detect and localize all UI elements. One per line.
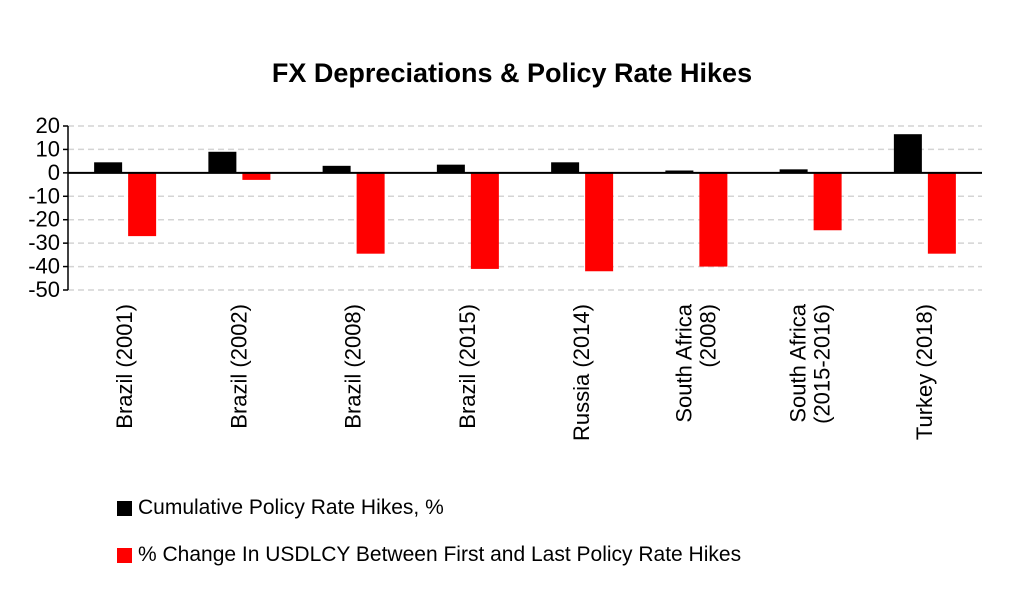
x-category-label-line: (2008) [695,304,720,368]
legend-swatch-black [117,500,132,516]
bar-policy-rate-hike [551,162,580,173]
legend-item-usdlcy-change: % Change In USDLCY Between First and Las… [117,543,741,567]
bars [94,134,956,272]
y-tick-label: -40 [28,254,60,279]
bar-policy-rate-hike [322,165,351,173]
x-category-label-line: Turkey (2018) [912,304,937,440]
legend-label: Cumulative Policy Rate Hikes, % [138,496,444,519]
legend-swatch-red [117,547,132,563]
x-category-label-line: Brazil (2008) [341,304,366,429]
x-category-label: South Africa (2008) [671,303,720,422]
x-category-label: Brazil (2015) [455,304,480,429]
bar-policy-rate-hike [208,151,237,173]
y-tick-label: -20 [28,207,60,232]
x-category-label-line: South Africa [671,303,696,422]
bar-policy-rate-hike [893,134,922,173]
bar-usdlcy-change [128,172,157,237]
x-category-label-line: (2015-2016) [810,304,835,424]
y-tick-label: -10 [28,183,60,208]
x-category-label: Brazil (2002) [226,304,251,429]
x-category-label-line: Brazil (2002) [226,304,251,429]
x-category-label: Russia (2014) [569,304,594,441]
x-category-labels: Brazil (2001) Brazil (2002) Brazil (2008) B… [112,303,937,441]
legend-label: % Change In USDLCY Between First and Las… [138,543,742,566]
x-category-label: Brazil (2001) [112,304,137,429]
y-tick-label: -50 [28,277,60,302]
x-category-label: South Africa (2015-2016) [786,303,835,424]
bar-policy-rate-hike [436,164,465,173]
bar-usdlcy-change [242,172,271,180]
x-category-label: Turkey (2018) [912,304,937,440]
legend-item-policy-rate-hikes: Cumulative Policy Rate Hikes, % [117,496,444,520]
y-tick-label: 10 [36,136,60,161]
bar-usdlcy-change [927,172,956,254]
bar-policy-rate-hike [779,169,808,173]
bar-usdlcy-change [585,172,614,272]
bar-usdlcy-change [813,172,842,231]
axes [63,125,982,291]
x-category-label: Brazil (2008) [341,304,366,429]
y-tick-label: 20 [36,113,60,138]
bar-usdlcy-change [699,172,728,267]
y-tick-label: 0 [48,160,60,185]
chart-title: FX Depreciations & Policy Rate Hikes [271,58,753,88]
bar-policy-rate-hike [665,170,694,173]
gridlines [68,125,982,291]
bar-usdlcy-change [470,172,499,269]
y-tick-label: -30 [28,230,60,255]
x-category-label-line: Russia (2014) [569,304,594,441]
bar-usdlcy-change [356,172,385,254]
x-category-label-line: Brazil (2015) [455,304,480,429]
x-category-label-line: Brazil (2001) [112,304,137,429]
x-category-label-line: South Africa [786,303,811,422]
bar-policy-rate-hike [94,162,123,173]
